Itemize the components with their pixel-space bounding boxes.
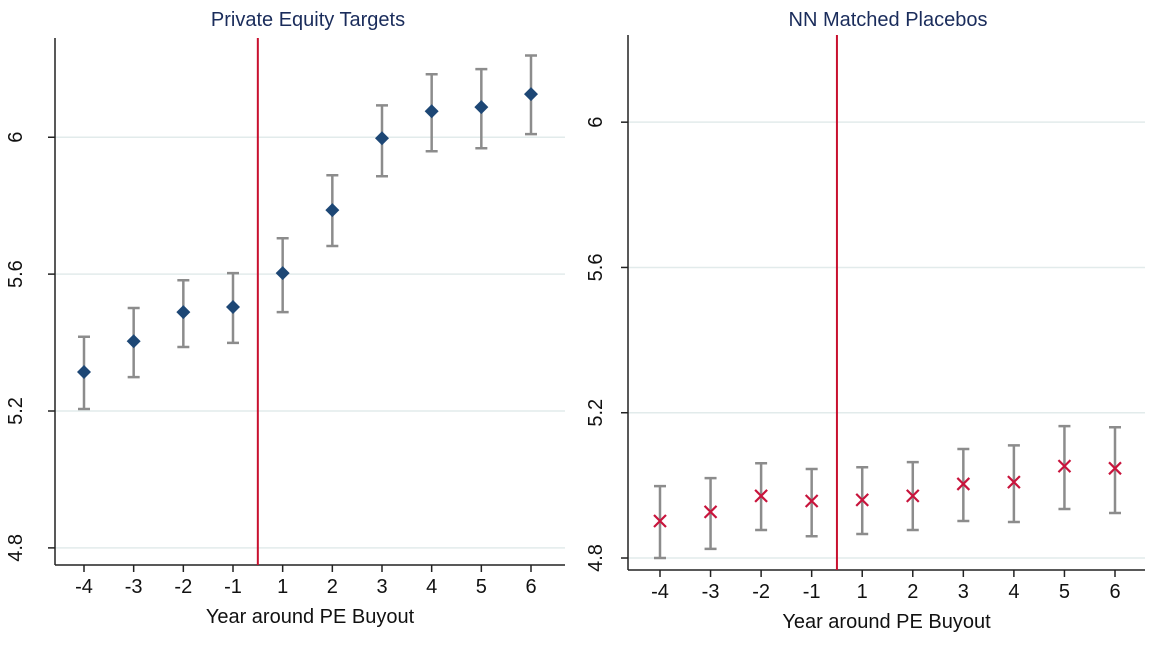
x-tick-label: -1 [803, 581, 821, 603]
marker [424, 104, 439, 119]
y-tick-label: 5.6 [5, 260, 27, 288]
marker [1007, 475, 1021, 489]
y-tick-label: 6 [585, 117, 607, 128]
marker [855, 493, 869, 507]
x-tick-label: 6 [525, 576, 536, 598]
x-tick-label: 4 [426, 576, 437, 598]
x-tick-label: -2 [174, 576, 192, 598]
marker [126, 334, 141, 349]
x-tick-label: 2 [327, 576, 338, 598]
x-tick-label: 5 [1059, 581, 1070, 603]
y-tick-label: 5.2 [5, 397, 27, 425]
x-tick-label: -3 [125, 576, 143, 598]
x-tick-label: -3 [702, 581, 720, 603]
x-tick-label: 3 [958, 581, 969, 603]
y-tick-label: 4.8 [585, 544, 607, 572]
marker [325, 203, 340, 218]
x-axis-label: Year around PE Buyout [782, 611, 991, 633]
x-tick-label: -4 [75, 576, 93, 598]
marker [77, 364, 91, 379]
marker [1057, 459, 1072, 473]
marker [474, 100, 489, 115]
y-tick-label: 5.2 [585, 399, 607, 427]
marker [226, 299, 240, 314]
x-tick-label: 6 [1109, 581, 1120, 603]
y-tick-label: 5.6 [585, 254, 607, 282]
chart-title: NN Matched Placebos [789, 9, 988, 31]
x-tick-label: -4 [651, 581, 669, 603]
x-tick-label: 3 [376, 576, 387, 598]
marker [754, 489, 768, 503]
marker [375, 131, 389, 146]
x-tick-label: -2 [752, 581, 770, 603]
marker [956, 477, 971, 491]
x-tick-label: 1 [277, 576, 288, 598]
marker [703, 505, 718, 519]
y-tick-label: 6 [5, 132, 27, 143]
marker [524, 87, 538, 102]
y-tick-label: 4.8 [5, 534, 27, 562]
error-bar [1109, 426, 1121, 515]
error-bar [704, 476, 717, 551]
marker [804, 494, 819, 508]
x-tick-label: 5 [476, 576, 487, 598]
error-bar [1007, 444, 1020, 524]
marker [906, 489, 920, 503]
marker [653, 514, 667, 528]
x-tick-label: 4 [1008, 581, 1019, 603]
x-axis-label: Year around PE Buyout [206, 606, 415, 628]
x-tick-label: 2 [907, 581, 918, 603]
marker [275, 266, 290, 281]
marker [1108, 461, 1122, 476]
x-tick-label: -1 [224, 576, 242, 598]
chart-title: Private Equity Targets [211, 9, 405, 31]
marker [176, 305, 191, 320]
x-tick-label: 1 [857, 581, 868, 603]
error-bar [805, 467, 818, 538]
